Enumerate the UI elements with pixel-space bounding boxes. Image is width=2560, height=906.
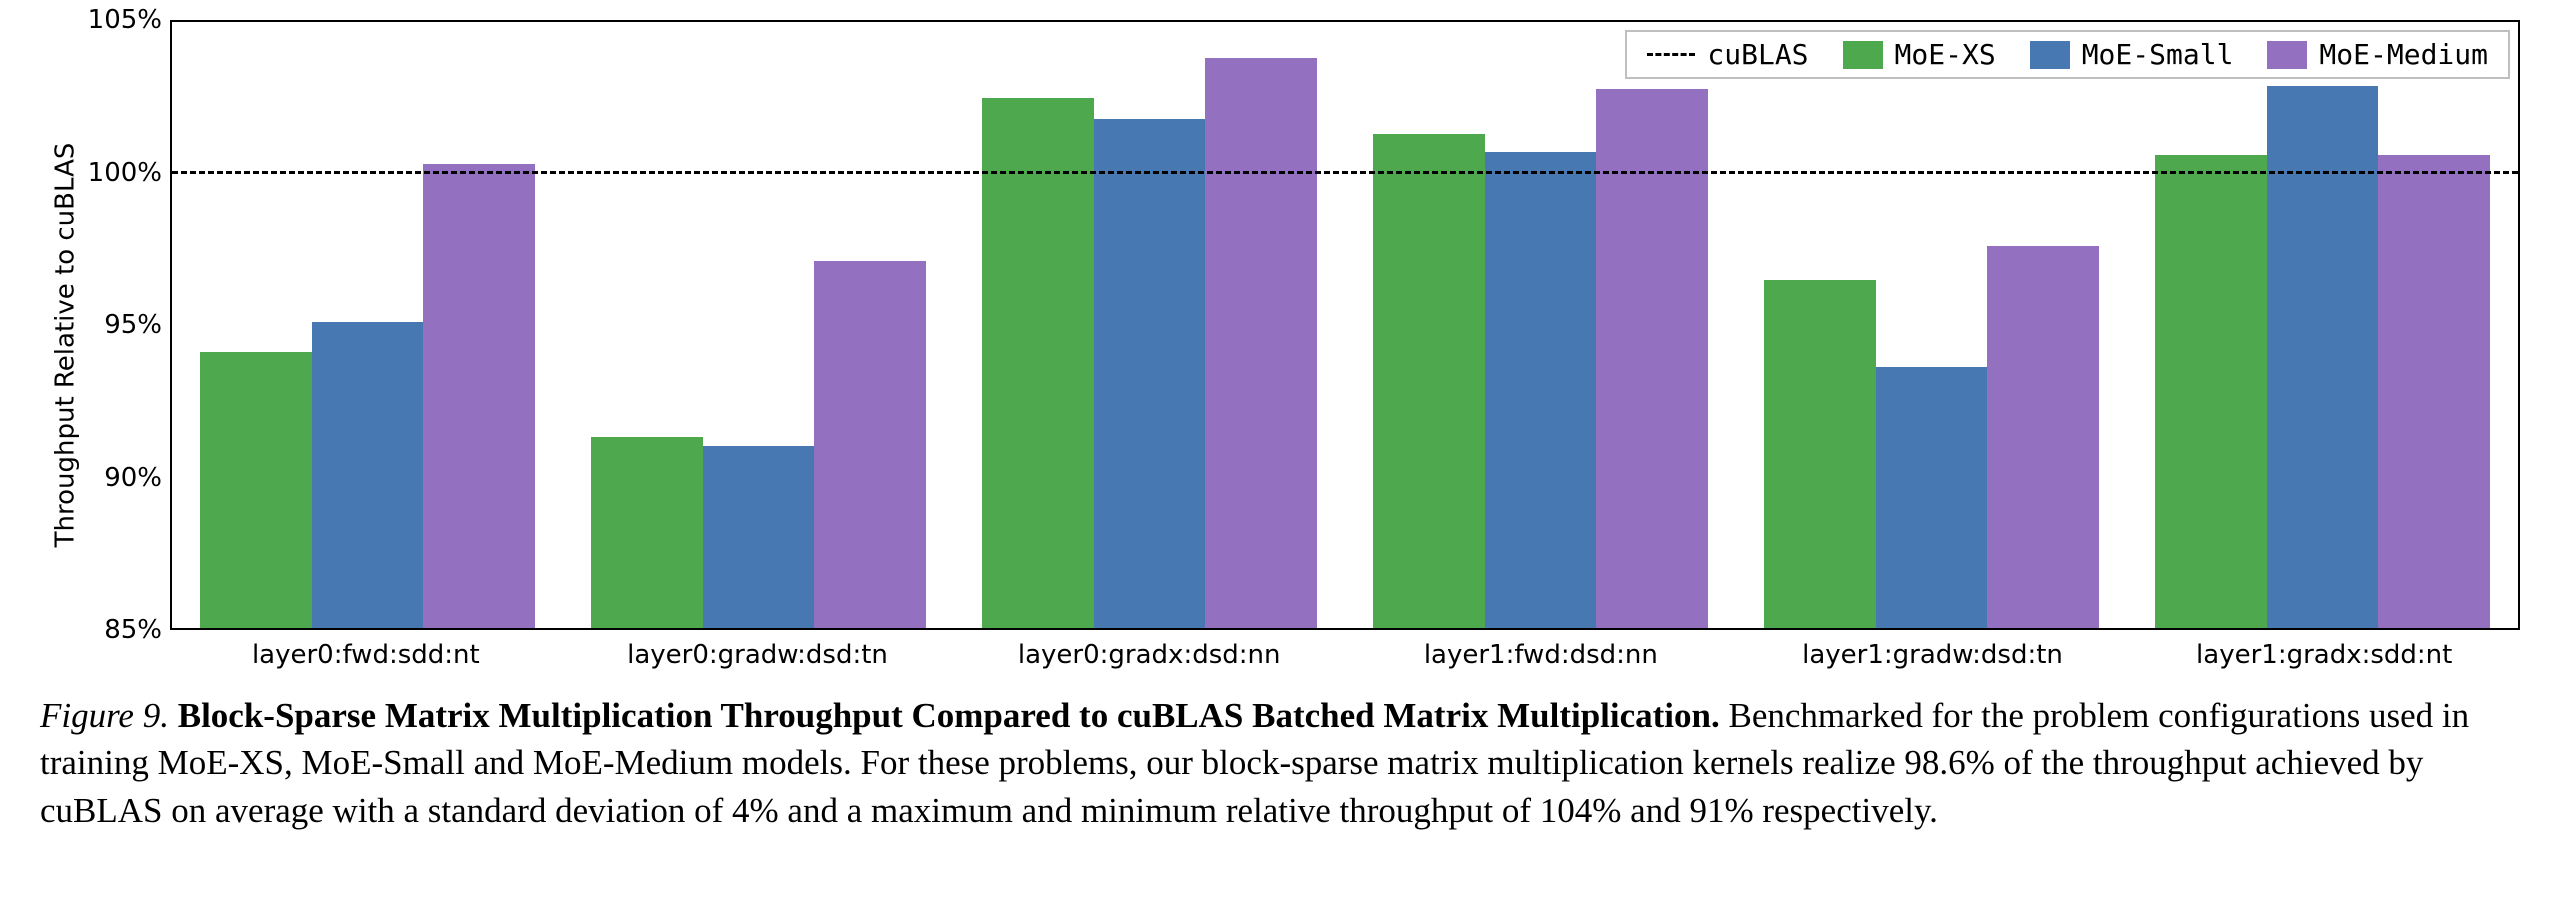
figure-label: Figure 9. <box>40 696 169 735</box>
x-tick: layer0:gradx:dsd:nn <box>953 630 1345 670</box>
legend-label: MoE-Medium <box>2319 38 2488 71</box>
legend-label: MoE-XS <box>1895 38 1996 71</box>
figure-caption: Figure 9. Block-Sparse Matrix Multiplica… <box>40 692 2520 834</box>
bar <box>1373 134 1485 628</box>
legend-item: MoE-Medium <box>2267 38 2488 71</box>
bar <box>1764 280 1876 628</box>
cublas-baseline <box>172 171 2518 174</box>
y-tick: 100% <box>88 158 162 188</box>
plot-area: cuBLAS MoE-XS MoE-Small MoE-Medium <box>170 20 2520 630</box>
bar <box>312 322 424 628</box>
bar <box>703 446 815 628</box>
legend-swatch-icon <box>2030 41 2070 69</box>
legend-label: MoE-Small <box>2082 38 2234 71</box>
x-tick: layer1:fwd:dsd:nn <box>1345 630 1737 670</box>
y-tick: 105% <box>88 5 162 35</box>
legend-item: MoE-XS <box>1843 38 1996 71</box>
bar <box>1987 246 2099 628</box>
legend-swatch-icon <box>2267 41 2307 69</box>
bar <box>423 164 535 628</box>
x-tick: layer1:gradw:dsd:tn <box>1737 630 2129 670</box>
chart-container: Throughput Relative to cuBLAS 85% 90% 95% 1… <box>40 20 2520 670</box>
bar-group <box>954 22 1345 628</box>
y-axis-label-wrap: Throughput Relative to cuBLAS <box>40 20 90 670</box>
y-axis-label: Throughput Relative to cuBLAS <box>50 143 80 548</box>
legend: cuBLAS MoE-XS MoE-Small MoE-Medium <box>1625 30 2510 79</box>
y-tick: 95% <box>104 310 162 340</box>
bar <box>982 98 1094 628</box>
bar <box>1485 152 1597 628</box>
bar <box>2155 155 2267 628</box>
bar-group <box>1736 22 2127 628</box>
figure-9: Throughput Relative to cuBLAS 85% 90% 95% 1… <box>40 20 2520 834</box>
legend-line-icon <box>1647 53 1695 56</box>
bars-layer <box>172 22 2518 628</box>
bar <box>1094 119 1206 628</box>
bar-group <box>563 22 954 628</box>
plot-row: 85%90%95%100%105% cuBLASMoE-XSMoE-SmallM… <box>90 20 2520 630</box>
legend-item: MoE-Small <box>2030 38 2234 71</box>
bar <box>1205 58 1317 628</box>
bar-group <box>2127 22 2518 628</box>
bar <box>200 352 312 628</box>
legend-swatch-icon <box>1843 41 1883 69</box>
y-tick: 90% <box>104 463 162 493</box>
x-tick: layer0:fwd:sdd:nt <box>170 630 562 670</box>
bar <box>2267 86 2379 628</box>
legend-item: cuBLAS <box>1647 38 1808 71</box>
chart-main: 85%90%95%100%105% cuBLASMoE-XSMoE-SmallM… <box>90 20 2520 670</box>
bar <box>591 437 703 628</box>
bar <box>814 261 926 628</box>
figure-title: Block-Sparse Matrix Multiplication Throu… <box>178 696 1720 735</box>
bar-group <box>172 22 563 628</box>
x-tick: layer1:gradx:sdd:nt <box>2128 630 2520 670</box>
bar-group <box>1345 22 1736 628</box>
bar <box>2378 155 2490 628</box>
x-tick-labels: layer0:fwd:sdd:ntlayer0:gradw:dsd:tnlaye… <box>170 630 2520 670</box>
y-tick: 85% <box>104 615 162 645</box>
bar <box>1876 367 1988 628</box>
legend-label: cuBLAS <box>1707 38 1808 71</box>
y-tick-labels: 85%90%95%100%105% <box>90 20 170 630</box>
x-tick: layer0:gradw:dsd:tn <box>562 630 954 670</box>
